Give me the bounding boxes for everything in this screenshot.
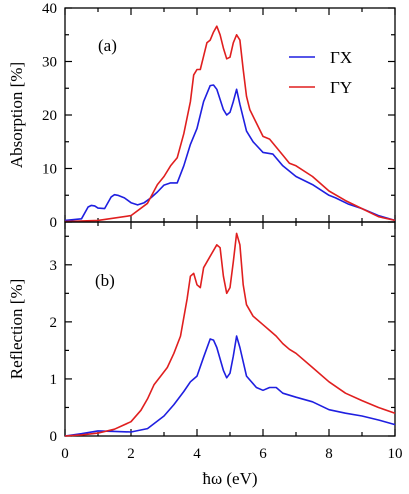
series-line-reflection-gx [64,335,396,437]
x-tick-label: 6 [259,446,267,462]
panel-label-a: (a) [98,36,117,55]
panel-reflection: 0 2 4 6 8 10 0 1 2 3 (b) Reflection [%] ħω (eV) [7,221,403,488]
series-line-reflection-gy [64,232,396,437]
y-tick-label-reflection: 2 [50,315,58,331]
axis-ticks-reflection: 0 2 4 6 8 10 0 1 2 3 [50,222,403,462]
y-tick-label-absorption: 10 [42,162,57,178]
x-tick-label: 2 [127,446,135,462]
y-tick-label-absorption: 30 [42,55,57,71]
axis-ticks-absorption: 0 10 20 30 40 [42,1,396,231]
y-axis-label-reflection: Reflection [%] [7,279,26,380]
legend-label-gy: ΓY [330,78,352,97]
series-line-absorption-gy [64,25,396,223]
panel-absorption: 0 10 20 30 40 (a) Absorption [%] ΓX ΓY [7,1,396,231]
y-tick-label-reflection: 0 [50,429,58,445]
x-tick-label: 4 [193,446,201,462]
y-tick-label-reflection: 3 [50,258,58,274]
series-group-absorption [64,25,396,223]
x-axis-label: ħω (eV) [202,469,257,488]
series-group-reflection [64,232,396,437]
y-tick-label-absorption: 20 [42,108,57,124]
series-line-absorption-gx [64,84,396,222]
plot-frame-reflection [64,221,396,437]
legend: ΓX ΓY [289,48,352,97]
y-tick-label-absorption: 0 [50,215,58,231]
x-tick-label: 10 [388,446,403,462]
x-tick-label: 0 [61,446,69,462]
y-tick-label-absorption: 40 [42,1,57,17]
y-axis-label-absorption: Absorption [%] [7,62,26,168]
panel-label-b: (b) [95,271,115,290]
legend-label-gx: ΓX [330,48,352,67]
x-tick-label: 8 [325,446,333,462]
y-tick-label-reflection: 1 [50,372,58,388]
